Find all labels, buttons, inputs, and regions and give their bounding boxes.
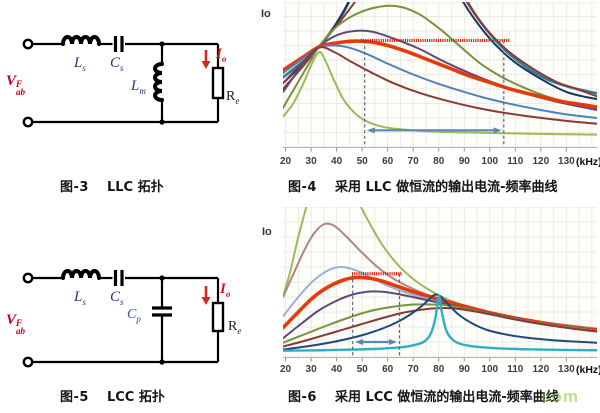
current-arrow-head: [201, 297, 211, 305]
series-light-green: [283, 52, 597, 135]
input-terminal-top: [22, 38, 34, 50]
junction-dot: [159, 275, 165, 281]
x-tick-label-70: 70: [407, 364, 419, 375]
x-tick-label-40: 40: [331, 364, 343, 375]
re-label: Re: [228, 319, 242, 336]
series-maroon: [283, 47, 597, 124]
inductor-ls-symbol: [61, 269, 101, 280]
x-tick-label-20: 20: [279, 156, 292, 167]
series-steel-blue: [283, 45, 597, 118]
x-tick-label-120: 120: [532, 364, 550, 375]
x-axis-unit: (kHz): [576, 156, 600, 168]
ls-label: Ls: [74, 289, 86, 307]
x-tick-label-130: 130: [558, 364, 575, 375]
resistor-re-symbol: [211, 66, 225, 100]
x-tick-label-60: 60: [382, 156, 394, 167]
inductor-ls-symbol: [61, 35, 101, 46]
current-arrow-head: [201, 61, 211, 69]
llc-output-current-chart: [283, 2, 597, 153]
lm-label: Lm: [131, 78, 146, 96]
lcc-circuit-diagram: [22, 269, 225, 368]
x-tick-label-90: 90: [458, 364, 470, 375]
io-label: Io: [216, 46, 227, 64]
llc-circuit-diagram: [22, 35, 225, 128]
x-tick-label-60: 60: [382, 364, 394, 375]
x-tick-label-30: 30: [305, 156, 317, 167]
arrow-head-left: [354, 339, 364, 345]
x-tick-label-80: 80: [433, 156, 445, 167]
inductor-lm-symbol: [153, 62, 164, 102]
x-tick-label-130: 130: [558, 156, 575, 167]
input-terminal-bottom: [22, 356, 34, 368]
series-dark-blue: [283, 295, 597, 350]
figure-6-caption: 图-6 采用 LCC 做恒流的输出电流-频率曲线: [288, 390, 559, 405]
figure-5-caption: 图-5 LCC 拓扑: [60, 390, 165, 405]
x-tick-label-110: 110: [507, 364, 524, 375]
re-label: Re: [226, 89, 240, 106]
series-teal-resonant: [283, 295, 597, 350]
x-tick-label-20: 20: [279, 364, 292, 375]
x-axis-tick-labels: 20 30 40 50 60 70 80 90 100 110 120 130: [0, 364, 600, 378]
x-axis-unit: (kHz): [576, 364, 600, 376]
watermark: com: [541, 387, 579, 406]
x-tick-label-40: 40: [331, 156, 343, 167]
x-tick-label-70: 70: [407, 156, 419, 167]
cp-label: Cp: [127, 307, 141, 324]
arrow-head-right: [493, 127, 502, 134]
figure-4-caption: 图-4 采用 LLC 做恒流的输出电流-频率曲线: [288, 180, 558, 195]
x-tick-label-110: 110: [507, 156, 524, 167]
lcc-output-current-chart: [283, 207, 597, 363]
x-tick-label-80: 80: [433, 364, 445, 375]
x-tick-label-100: 100: [481, 364, 499, 375]
cs-label: Cs: [110, 289, 124, 307]
series-red-main: [283, 41, 597, 107]
ls-label: Ls: [74, 55, 86, 73]
y-axis-label: Io: [262, 226, 272, 238]
x-tick-label-100: 100: [481, 156, 499, 167]
input-terminal-top: [22, 272, 34, 284]
junction-dot: [159, 359, 165, 365]
y-axis-label: Io: [261, 8, 271, 20]
junction-dot: [159, 41, 165, 47]
figure-3-caption: 图-3 LLC 拓扑: [60, 180, 164, 195]
x-tick-label-50: 50: [356, 364, 368, 375]
input-terminal-bottom: [22, 116, 34, 128]
io-label: Io: [220, 281, 231, 299]
arrow-head-left: [366, 127, 375, 134]
x-axis-tick-labels: 20 30 40 50 60 70 80 90 100 110 120 130: [0, 156, 600, 170]
x-tick-label-30: 30: [305, 364, 317, 375]
junction-dot: [159, 119, 165, 125]
resistor-re-symbol: [211, 301, 225, 333]
x-tick-label-90: 90: [458, 156, 470, 167]
arrow-head-right: [388, 339, 398, 345]
x-tick-label-120: 120: [532, 156, 550, 167]
cs-label: Cs: [110, 55, 124, 73]
x-tick-label-50: 50: [356, 156, 368, 167]
